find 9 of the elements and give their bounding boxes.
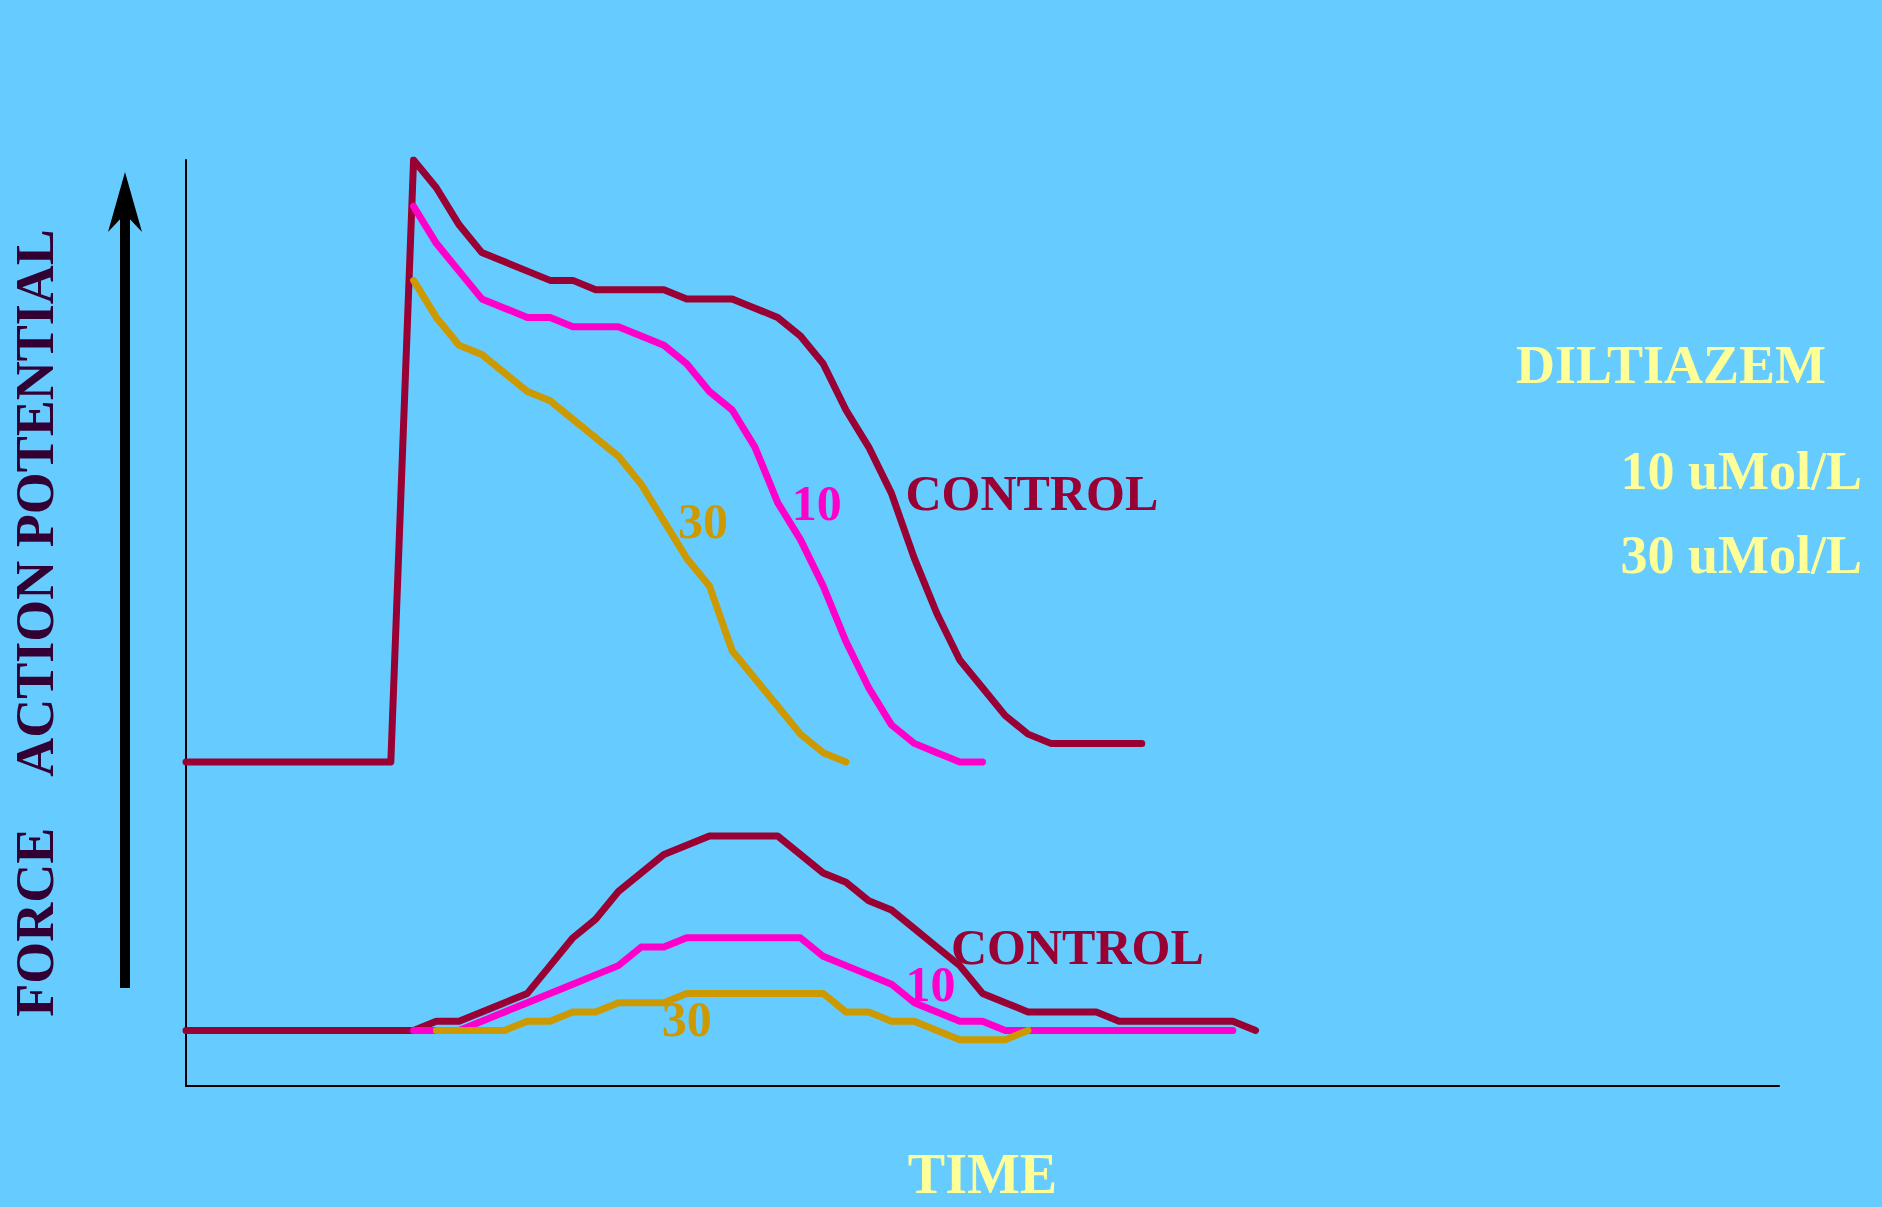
annotation: DILTIAZEM: [1515, 335, 1826, 395]
annotation: 10 uMol/L: [1620, 441, 1863, 501]
series-label: CONTROL: [905, 465, 1159, 522]
y-axis-title: FORCE ACTION POTENTIAL: [5, 229, 65, 1017]
annotation: 30 uMol/L: [1620, 525, 1863, 585]
series-label: 10: [791, 474, 842, 531]
series-label: 30: [677, 493, 728, 550]
series-label: 30: [661, 991, 712, 1048]
x-axis-title: TIME: [907, 1143, 1058, 1205]
